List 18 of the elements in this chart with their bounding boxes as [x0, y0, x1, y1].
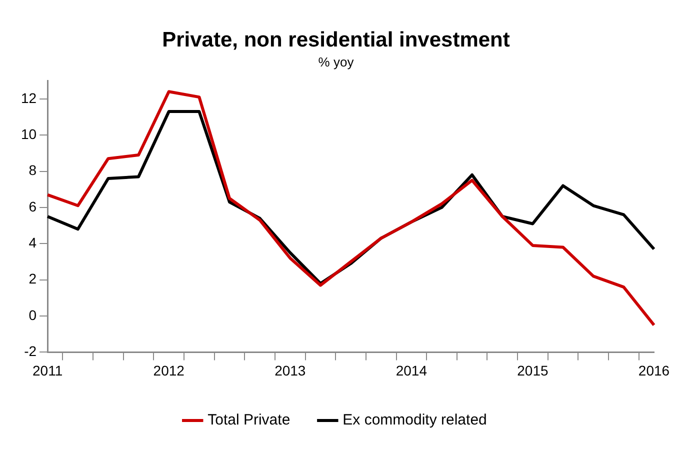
y-tick-label: 2: [28, 270, 37, 287]
chart-title: Private, non residential investment: [162, 28, 510, 52]
y-tick-label: 8: [28, 162, 37, 178]
x-tick-label: 2016: [638, 362, 670, 378]
x-tick-label: 2012: [153, 362, 185, 378]
x-tick-label: 2013: [274, 362, 306, 378]
legend-label: Total Private: [208, 412, 290, 429]
chart-subtitle: % yoy: [318, 54, 354, 70]
legend-label: Ex commodity related: [342, 412, 487, 429]
y-tick-label: 4: [28, 234, 37, 250]
x-tick-label: 2011: [32, 362, 63, 378]
x-tick-label: 2014: [396, 362, 428, 378]
y-tick-label: 12: [20, 90, 37, 106]
y-tick-label: 6: [28, 198, 37, 214]
y-tick-label: 0: [28, 306, 37, 323]
x-tick-label: 2015: [517, 362, 548, 378]
y-tick-label: -2: [24, 343, 37, 360]
y-tick-label: 10: [20, 126, 37, 142]
